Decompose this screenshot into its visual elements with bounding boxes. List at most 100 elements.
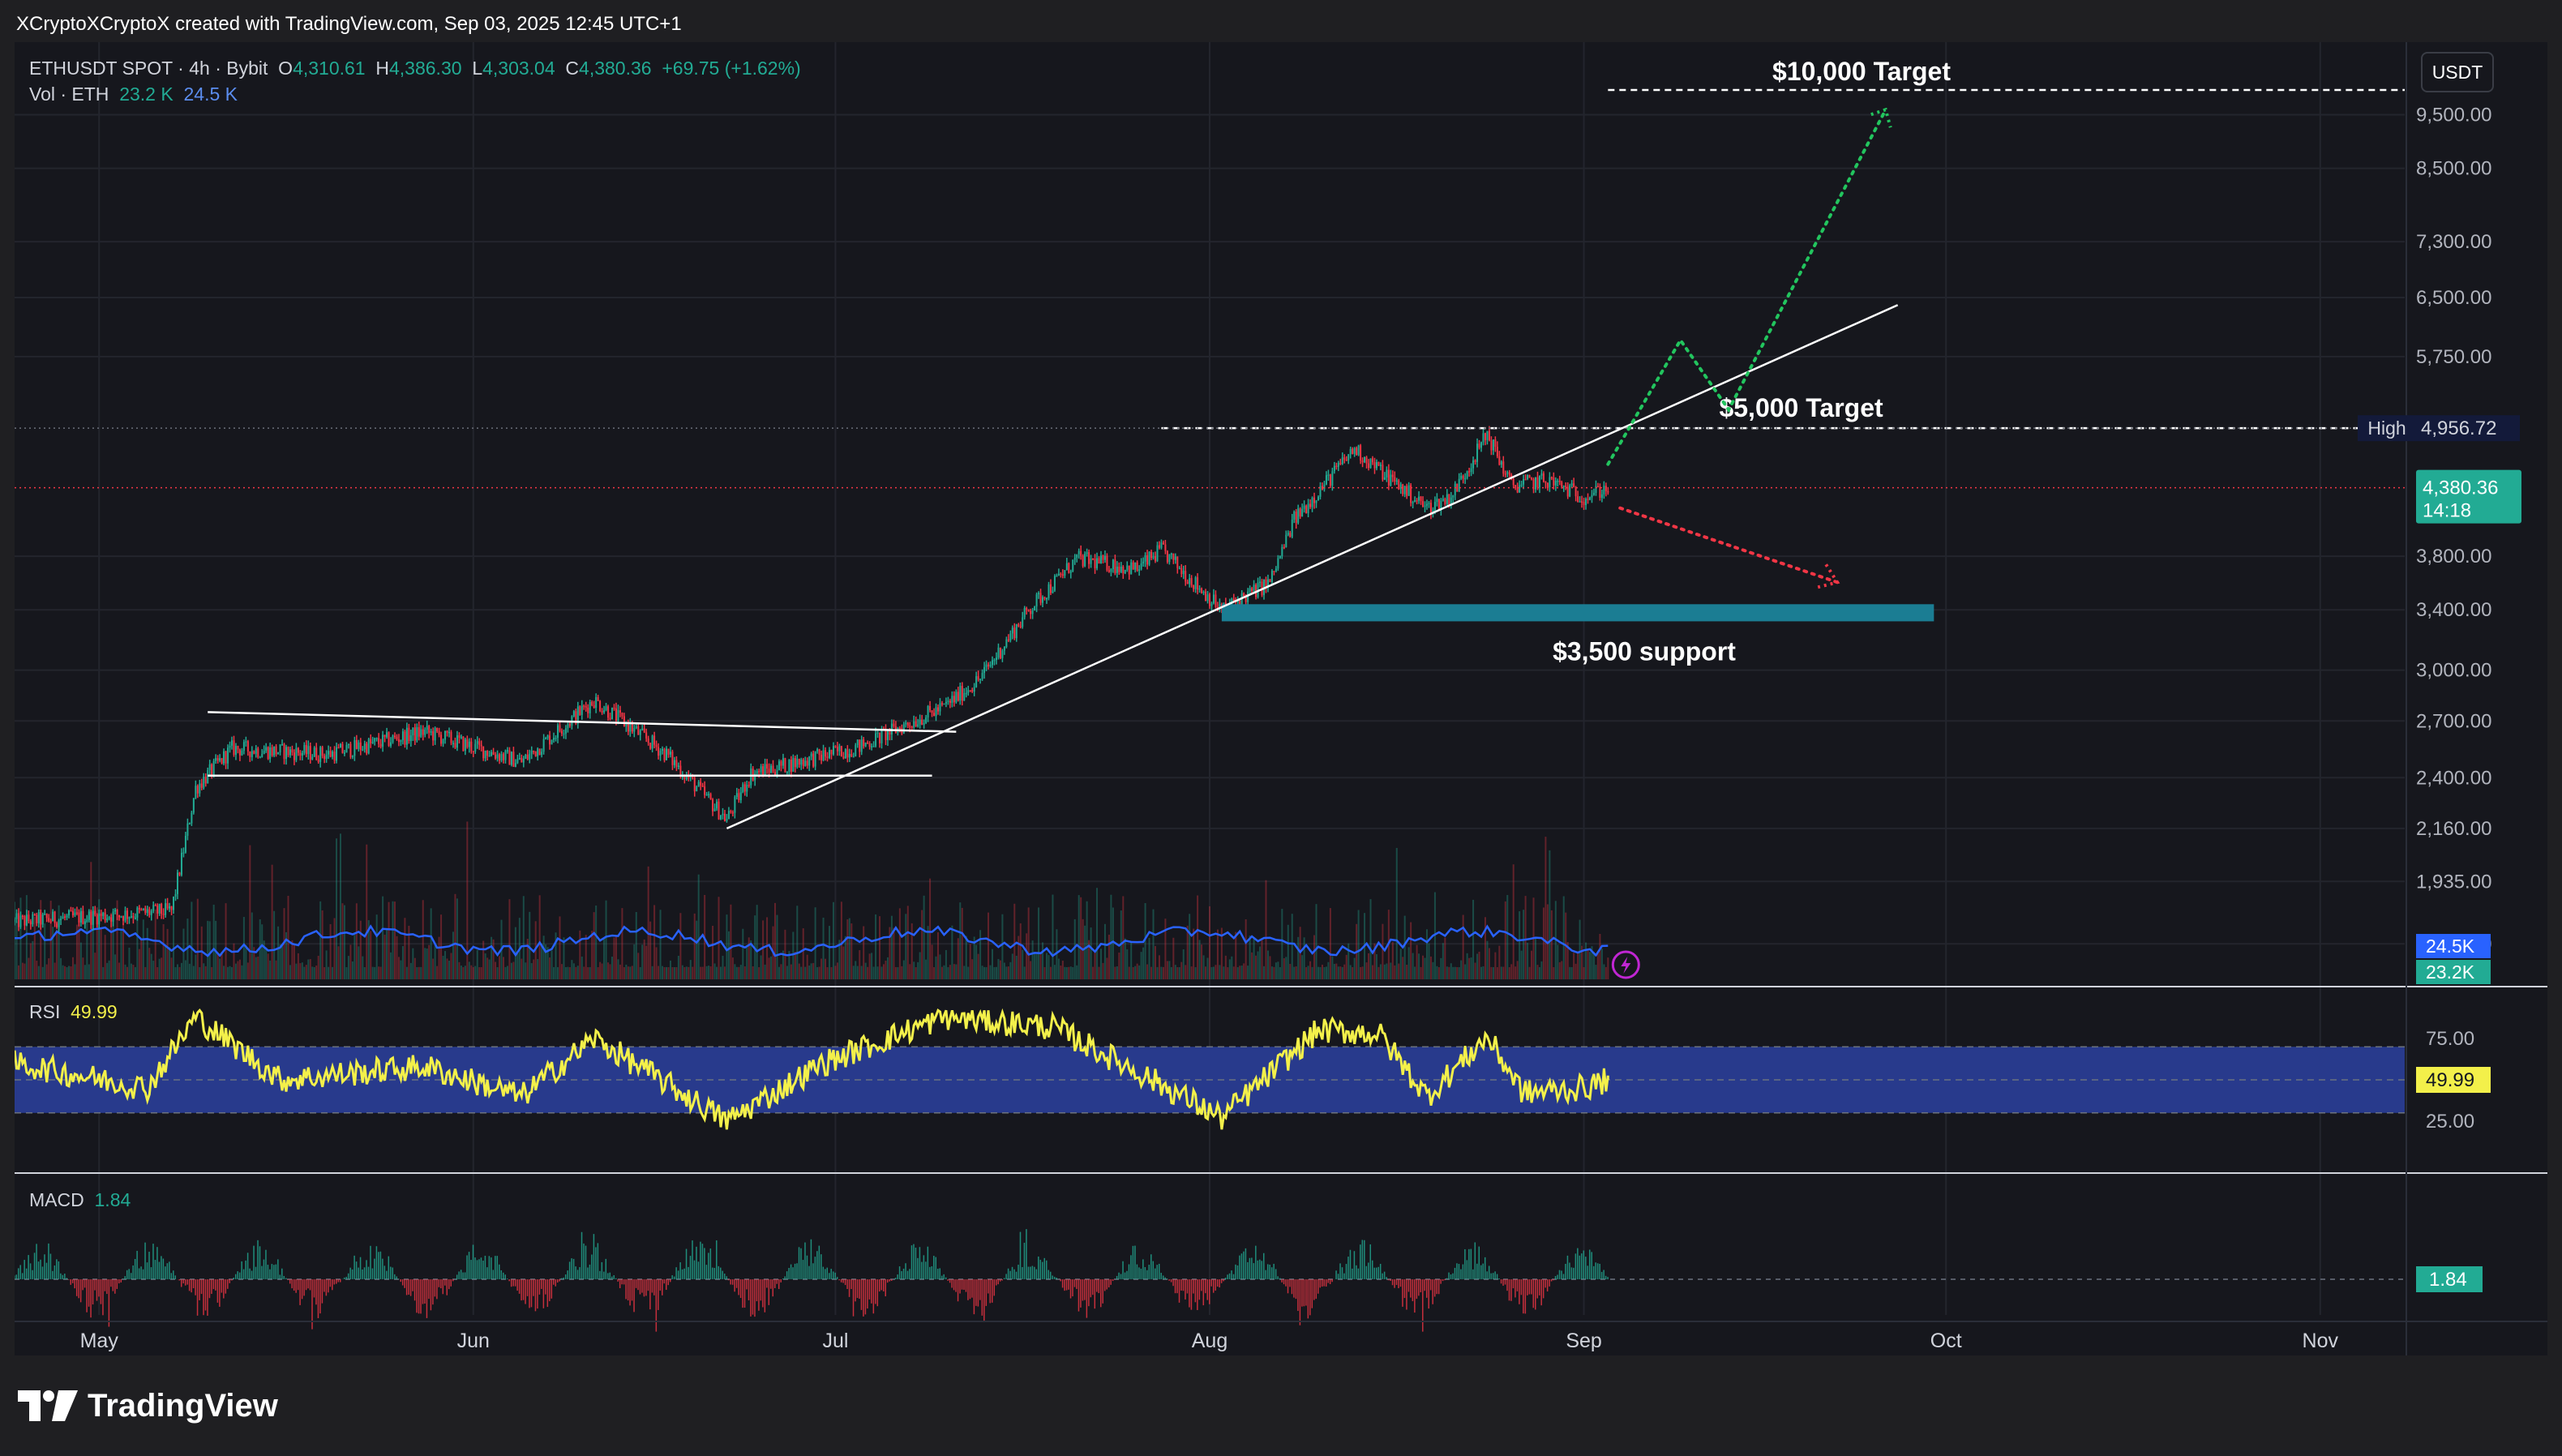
macd-histogram-bar [1231, 1270, 1232, 1279]
candle [1420, 495, 1422, 505]
candle-body [1259, 581, 1262, 584]
volume-bar [886, 957, 889, 979]
volume-bar [1251, 952, 1253, 979]
volume-bar [1361, 966, 1364, 979]
macd-histogram-bar [1562, 1274, 1565, 1279]
macd-histogram-bar [583, 1243, 585, 1279]
volume-bar [285, 931, 287, 979]
volume-bar [1452, 966, 1455, 979]
volume-bar [863, 926, 865, 979]
candle [973, 683, 975, 696]
candle [855, 743, 857, 757]
volume-bar [1428, 943, 1430, 979]
rsi-tick-label: 25.00 [2426, 1111, 2474, 1133]
candle [780, 760, 782, 772]
volume-bar [242, 917, 245, 979]
candle-body [1201, 588, 1203, 593]
candle [1562, 485, 1565, 492]
volume-bar [583, 966, 585, 979]
candle-body [178, 872, 181, 876]
macd-histogram-bar [701, 1244, 704, 1279]
candle [842, 752, 845, 760]
candle [712, 798, 714, 816]
volume-bar [730, 904, 732, 979]
macd-histogram-bar [329, 1279, 332, 1287]
candle [1170, 552, 1172, 559]
volume-bar [1369, 899, 1372, 979]
macd-histogram-bar [940, 1275, 943, 1279]
volume-bar [1596, 950, 1599, 979]
candle-body [142, 908, 144, 910]
candle [1291, 513, 1293, 538]
volume-bar [1219, 965, 1221, 979]
candle [418, 722, 420, 741]
volume-ma-tag [2416, 934, 2491, 958]
macd-histogram-bar [1053, 1276, 1056, 1279]
macd-histogram-bar [876, 1279, 879, 1307]
candle [440, 731, 443, 747]
macd-histogram-bar [979, 1279, 981, 1300]
candle [1048, 581, 1050, 601]
candle-body [184, 836, 186, 853]
candle [572, 709, 575, 717]
candle [74, 908, 76, 918]
candle [1124, 569, 1126, 575]
macd-histogram-bar [1313, 1279, 1315, 1300]
candle [971, 687, 974, 693]
candle-body [1124, 569, 1126, 574]
candle [1373, 457, 1376, 474]
candle-body [1500, 461, 1502, 465]
macd-histogram-bar [1253, 1263, 1255, 1279]
volume-bar [559, 916, 561, 979]
macd-histogram-bar [1038, 1256, 1039, 1279]
macd-histogram-bar [267, 1265, 269, 1279]
currency-button[interactable]: USDT [2421, 52, 2494, 92]
volume-bar [1005, 966, 1008, 979]
macd-histogram-bar [1107, 1279, 1110, 1288]
time-axis-label: Jul [822, 1330, 848, 1352]
candle [1600, 489, 1603, 503]
candle [1498, 451, 1501, 466]
candle [1215, 590, 1217, 609]
macd-histogram-bar [1216, 1279, 1219, 1287]
candle [555, 734, 557, 742]
macd-histogram-bar [486, 1267, 488, 1279]
candle-body [462, 736, 465, 752]
macd-histogram-bar [992, 1279, 993, 1303]
volume-bar [726, 914, 728, 979]
candle-body [1486, 430, 1489, 440]
candle-body [1433, 502, 1436, 511]
candle-body [693, 777, 696, 792]
candle-body [863, 739, 865, 747]
volume-bar [1557, 944, 1559, 979]
candle [1253, 580, 1255, 594]
candle [1259, 576, 1262, 588]
time-axis-label: May [80, 1330, 119, 1352]
volume-bar [446, 958, 448, 979]
macd-histogram-bar [295, 1279, 297, 1293]
macd-histogram-bar [681, 1269, 683, 1279]
volume-bar [122, 923, 124, 979]
candle [929, 700, 932, 713]
volume-bar [436, 966, 439, 979]
candle [430, 728, 432, 736]
volume-bar [1337, 966, 1339, 979]
candle-body [609, 717, 611, 720]
candle [174, 889, 177, 901]
volume-bar [639, 966, 641, 979]
chart-canvas[interactable]: $10,000 Target$5,000 Target$3,500 suppor… [15, 42, 2547, 1355]
candle [1544, 481, 1547, 489]
chart-frame[interactable]: $10,000 Target $5,000 Target $3,500 suppor… [15, 42, 2547, 1355]
candle-body [1566, 486, 1569, 497]
tradingview-logo[interactable]: TradingView [18, 1383, 278, 1428]
macd-histogram-bar [448, 1279, 450, 1290]
macd-histogram-bar [1356, 1265, 1357, 1279]
candle-body [1053, 576, 1056, 591]
volume-bar [136, 906, 139, 979]
candle-body [1549, 477, 1551, 487]
candle [716, 799, 718, 812]
macd-histogram-bar [1387, 1279, 1390, 1281]
macd-histogram-bar [233, 1277, 234, 1279]
volume-bar [216, 953, 219, 979]
candle-body [1026, 607, 1028, 610]
